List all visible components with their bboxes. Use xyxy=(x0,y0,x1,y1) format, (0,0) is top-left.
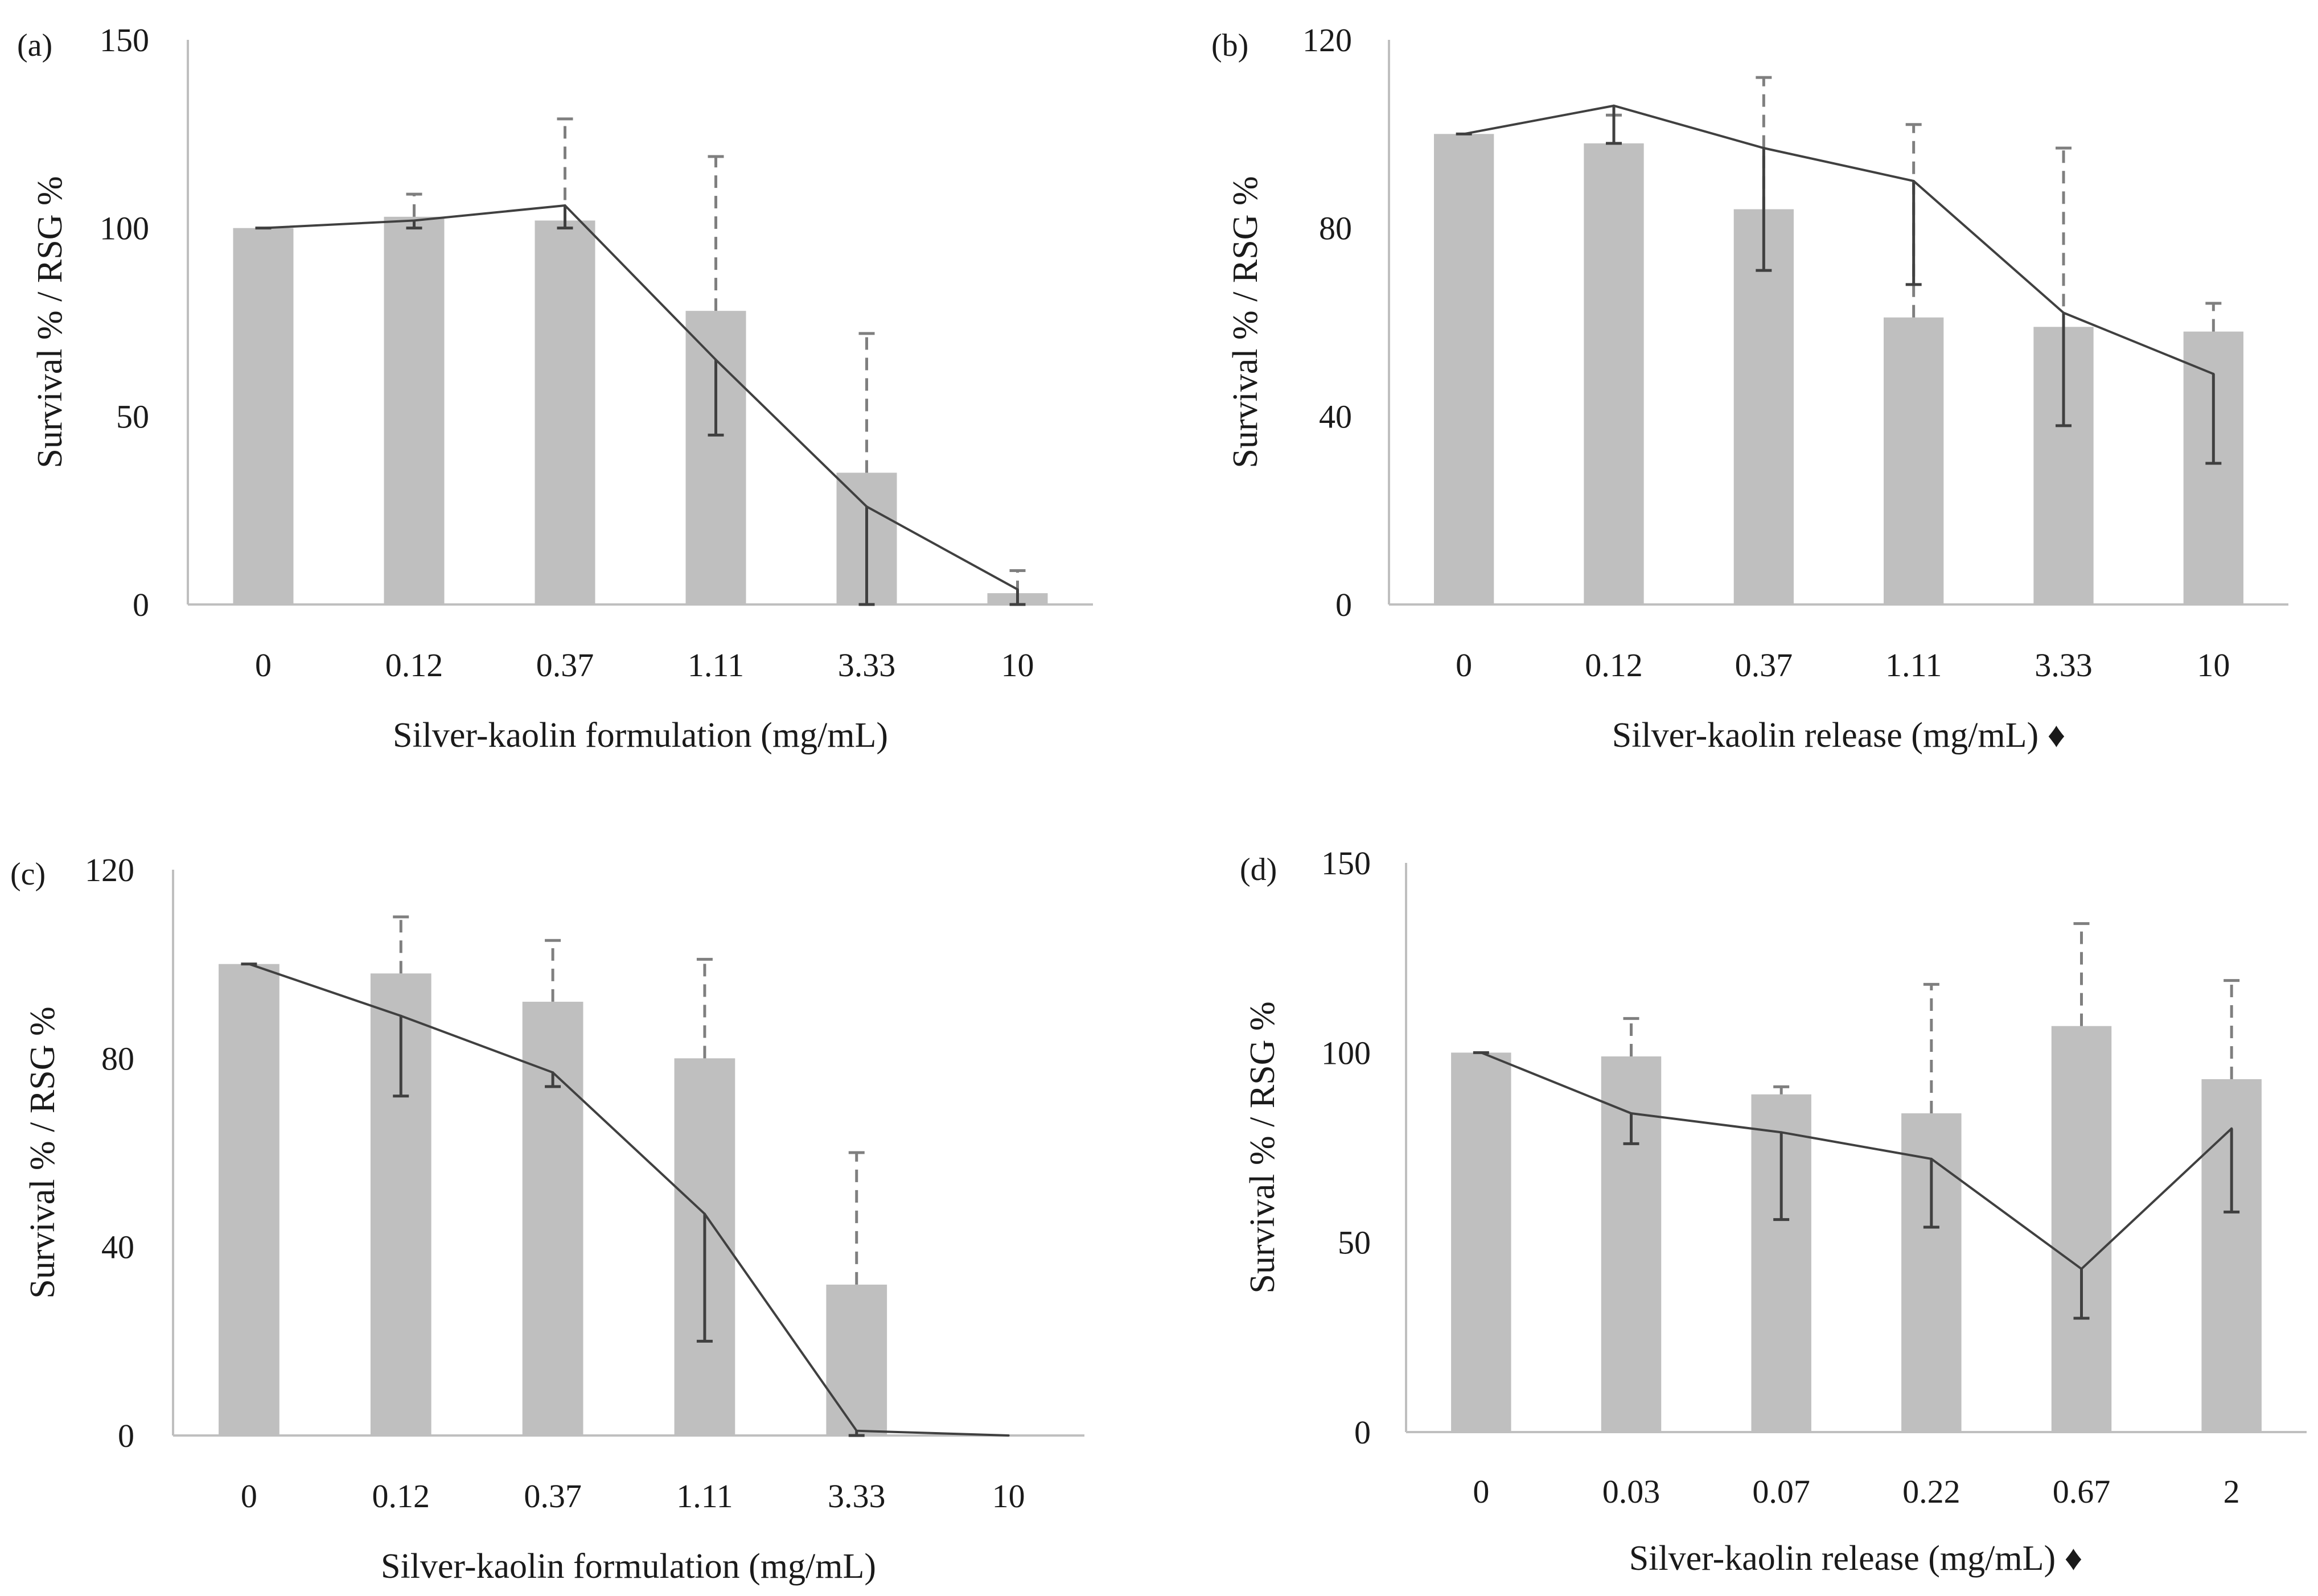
chart-panel-b: (b) 0 40 80 120 Survival % / RSG % 0 0.12 0.37 1.… xyxy=(1211,22,2288,755)
y-tick-label: 150 xyxy=(100,22,149,59)
y-axis-title: Survival % / RSG % xyxy=(31,176,69,468)
x-tick-label: 0 xyxy=(1473,1473,1489,1510)
x-tick-label: 0.03 xyxy=(1602,1473,1661,1510)
x-tick-label: 0 xyxy=(241,1478,257,1515)
y-tick-label: 0 xyxy=(133,586,149,623)
y-tick-label: 150 xyxy=(1321,845,1371,882)
x-tick-label: 2 xyxy=(2224,1473,2240,1510)
bar-rsg xyxy=(219,964,280,1435)
x-axis-title: Silver-kaolin formulation (mg/mL) xyxy=(393,716,888,755)
x-tick-label: 0.37 xyxy=(536,647,594,684)
bar-rsg xyxy=(384,216,445,604)
line-survival xyxy=(263,204,1018,591)
x-tick-label: 1.11 xyxy=(676,1478,733,1515)
y-tick-label: 80 xyxy=(1319,210,1352,247)
line-survival xyxy=(1481,1051,2233,1270)
chart-panel-d: (d) 0 50 100 150 Survival % / RSG % 0 0.03 0.07 0… xyxy=(1240,845,2307,1578)
x-tick-label: 0.37 xyxy=(1735,647,1793,684)
panel-label: (b) xyxy=(1211,28,1248,63)
x-axis-title: Silver-kaolin formulation (mg/mL) xyxy=(381,1547,876,1586)
y-tick-label: 0 xyxy=(118,1417,134,1454)
bar-rsg xyxy=(535,220,595,604)
bar-rsg xyxy=(1884,317,1944,604)
x-tick-label: 0.07 xyxy=(1752,1473,1810,1510)
panel-label: (a) xyxy=(17,28,52,63)
bar-rsg xyxy=(1451,1052,1511,1432)
x-tick-label: 0.12 xyxy=(385,647,443,684)
y-tick-label: 40 xyxy=(1319,398,1352,435)
y-tick-label: 80 xyxy=(101,1040,134,1077)
bar-rsg xyxy=(685,311,746,604)
y-tick-label: 100 xyxy=(100,210,149,247)
bar-rsg xyxy=(826,1284,887,1435)
x-tick-label: 0 xyxy=(255,647,272,684)
point-survival xyxy=(1007,1434,1010,1437)
x-tick-label: 1.11 xyxy=(688,647,744,684)
bar-rsg xyxy=(1584,143,1644,604)
x-tick-label: 1.11 xyxy=(1885,647,1942,684)
y-tick-label: 100 xyxy=(1321,1034,1371,1071)
x-axis-title: Silver-kaolin release (mg/mL) ♦ xyxy=(1612,716,2066,755)
line-survival xyxy=(248,962,1009,1437)
x-tick-label: 3.33 xyxy=(2035,647,2093,684)
bar-rsg xyxy=(522,1001,583,1435)
x-tick-label: 0.67 xyxy=(2053,1473,2111,1510)
x-tick-label: 3.33 xyxy=(838,647,896,684)
x-tick-label: 0.12 xyxy=(1585,647,1643,684)
x-tick-label: 0 xyxy=(1456,647,1472,684)
panel-label: (c) xyxy=(10,857,46,892)
y-tick-label: 120 xyxy=(1302,22,1352,59)
y-tick-label: 40 xyxy=(101,1229,134,1266)
bar-rsg xyxy=(233,228,294,605)
x-tick-label: 10 xyxy=(992,1478,1025,1515)
x-tick-label: 0.22 xyxy=(1902,1473,1961,1510)
y-axis-title: Survival % / RSG % xyxy=(1243,1001,1282,1293)
bar-rsg xyxy=(2051,1026,2112,1432)
y-tick-label: 0 xyxy=(1354,1414,1371,1451)
x-tick-label: 10 xyxy=(2197,647,2230,684)
y-axis-title: Survival % / RSG % xyxy=(1226,176,1265,468)
chart-panel-a: (a) 0 50 100 150 Survival % / RSG % 0 0.12 0.37 1… xyxy=(17,22,1093,755)
y-tick-label: 120 xyxy=(85,852,134,889)
x-tick-label: 0.37 xyxy=(524,1478,582,1515)
y-tick-label: 50 xyxy=(1338,1224,1371,1261)
x-tick-label: 3.33 xyxy=(828,1478,886,1515)
y-axis-title: Survival % / RSG % xyxy=(23,1006,62,1298)
bar-rsg xyxy=(1434,134,1494,605)
x-tick-label: 10 xyxy=(1001,647,1034,684)
x-tick-label: 0.12 xyxy=(372,1478,430,1515)
y-tick-label: 50 xyxy=(116,398,149,435)
bar-rsg xyxy=(1733,209,1794,605)
line-survival xyxy=(1464,104,2214,375)
bar-rsg xyxy=(2183,331,2243,604)
chart-panel-c: (c) 0 40 80 120 Survival % / RSG % 0 0.12 0.37 1.… xyxy=(10,852,1084,1586)
x-axis-title: Silver-kaolin release (mg/mL) ♦ xyxy=(1629,1539,2083,1578)
panel-label: (d) xyxy=(1240,852,1277,887)
y-tick-label: 0 xyxy=(1335,586,1352,623)
